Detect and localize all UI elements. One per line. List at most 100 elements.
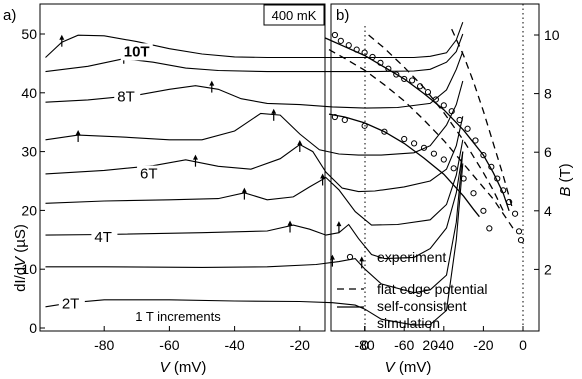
curve-4T	[45, 151, 464, 260]
curve-6T	[45, 116, 464, 193]
curve-label-bg	[114, 88, 141, 106]
arrow-head	[359, 256, 365, 262]
simulation-curve-2	[328, 113, 480, 218]
panel-a-frame	[39, 3, 326, 332]
experiment-point	[369, 53, 376, 61]
experiment-point	[420, 144, 428, 151]
panel-a-y-ticks: 0 10 20 30 40 50	[21, 26, 45, 336]
legend-label: flat edge potential	[377, 281, 488, 297]
curve-label-6T: 6T	[137, 165, 164, 183]
curve-8T	[45, 51, 464, 109]
panel-a-x-tick-label: -60	[159, 337, 179, 353]
experiment-point	[381, 128, 388, 135]
panel-b-points	[331, 31, 525, 244]
panel-b-x-tick-label: -40	[434, 337, 454, 353]
experiment-point	[411, 140, 418, 147]
experiment-point	[361, 49, 368, 56]
panel-a-x-tick-label: 20	[422, 337, 438, 353]
panel-b-y-tick-label: 8	[544, 86, 552, 102]
panel-a-y-tick-label: 40	[21, 85, 37, 101]
panel-b-x-tick-label: -60	[394, 337, 414, 353]
arrow-head	[336, 221, 342, 227]
curve-3T	[45, 151, 464, 294]
flat-edge-curve-2	[368, 34, 504, 212]
experiment-point	[517, 237, 525, 244]
panel-b-y-tick-label: 2	[544, 261, 552, 277]
panel-b-label: b)	[336, 7, 349, 24]
panel-b-y-ticks: 2 4 6 8 10	[534, 27, 560, 277]
experiment-point	[424, 89, 432, 96]
panel-b-x-axis-label: V (mV)	[385, 359, 432, 376]
arrow-head	[209, 80, 215, 86]
panel-b-y-axis-label: B (T)	[557, 163, 574, 196]
curve-label-bg	[91, 229, 118, 247]
curve-label-2T: 2T	[58, 295, 85, 313]
panel-a-y-tick-label: 10	[21, 261, 37, 277]
increments-note: 1 T increments	[135, 309, 221, 324]
panel-b-y-tick-label: 6	[544, 144, 552, 160]
panel-a-x-tick-label: 0	[361, 337, 369, 353]
panel-a-x-tick-label: -80	[94, 337, 114, 353]
curve-label-bg	[120, 43, 153, 61]
panel-a-x-axis-label: V (mV)	[160, 359, 207, 376]
experiment-point	[488, 163, 495, 170]
experiment-point	[460, 175, 467, 182]
curve-label-8T: 8T	[114, 88, 141, 106]
experiment-point	[361, 122, 368, 129]
panel-b: b) -80 -60 -40 -20 0 2 4 6 8 10 experiment flat e…	[324, 3, 574, 376]
panel-a-y-tick-label: 20	[21, 202, 37, 218]
experiment-point	[377, 59, 384, 66]
arrow-head	[59, 34, 65, 40]
arrow-head	[320, 173, 326, 179]
experiment-point	[331, 113, 338, 121]
experiment-point	[440, 156, 447, 163]
arrow-head	[297, 139, 303, 145]
experiment-point	[385, 65, 392, 72]
experiment-point	[464, 125, 471, 132]
curve-7T	[45, 80, 464, 156]
experiment-point	[331, 31, 338, 39]
experiment-point	[500, 187, 507, 194]
experiment-point	[353, 46, 360, 53]
arrow-head	[271, 108, 277, 114]
arrow-head	[75, 129, 81, 135]
curve-2T	[45, 163, 464, 326]
experiment-point	[401, 135, 408, 143]
curve-label-text: 6T	[140, 166, 158, 183]
experiment-point	[416, 83, 424, 90]
curve-5T	[45, 139, 464, 226]
experiment-point	[456, 116, 463, 124]
experiment-point	[470, 190, 477, 197]
experiment-point	[506, 198, 513, 206]
experiment-point	[511, 210, 519, 217]
curve-label-text: 10T	[124, 43, 150, 60]
panel-a-x-tick-label: -40	[224, 337, 244, 353]
temperature-label: 400 mK	[272, 8, 317, 23]
panel-b-x-ticks: -80 -60 -40 -20 0	[354, 326, 527, 353]
temperature-box	[263, 4, 325, 26]
experiment-point	[448, 108, 455, 115]
panel-b-y-tick-label: 4	[544, 203, 552, 219]
panel-b-x-tick-label: 0	[519, 337, 527, 353]
panel-a-y-tick-label: 50	[21, 26, 37, 42]
panel-a-curve-labels: 2T 4T 6T 8T 10T	[58, 43, 164, 313]
panel-a-x-ticks: -80 -60 -40 -20 0 20	[94, 326, 438, 353]
panel-a-y-axis-label: dI/dV (µS)	[12, 224, 29, 292]
curve-label-text: 8T	[117, 89, 135, 106]
experiment-point	[472, 137, 479, 144]
experiment-point	[401, 75, 408, 83]
curve-label-4T: 4T	[91, 229, 118, 247]
panel-a-y-tick-label: 30	[21, 144, 37, 160]
curve-9T	[45, 33, 464, 73]
legend-label: experiment	[377, 249, 446, 265]
experiment-point	[450, 165, 457, 172]
legend-label: self-consistent simulation	[377, 298, 467, 331]
experiment-point	[341, 116, 348, 124]
legend-marker-experiment	[346, 253, 354, 261]
experiment-point	[480, 207, 487, 214]
panel-b-x-tick-label: -20	[473, 337, 493, 353]
curve-label-bg	[58, 295, 85, 313]
experiment-point	[440, 102, 447, 109]
curve-label-bg	[137, 165, 164, 183]
